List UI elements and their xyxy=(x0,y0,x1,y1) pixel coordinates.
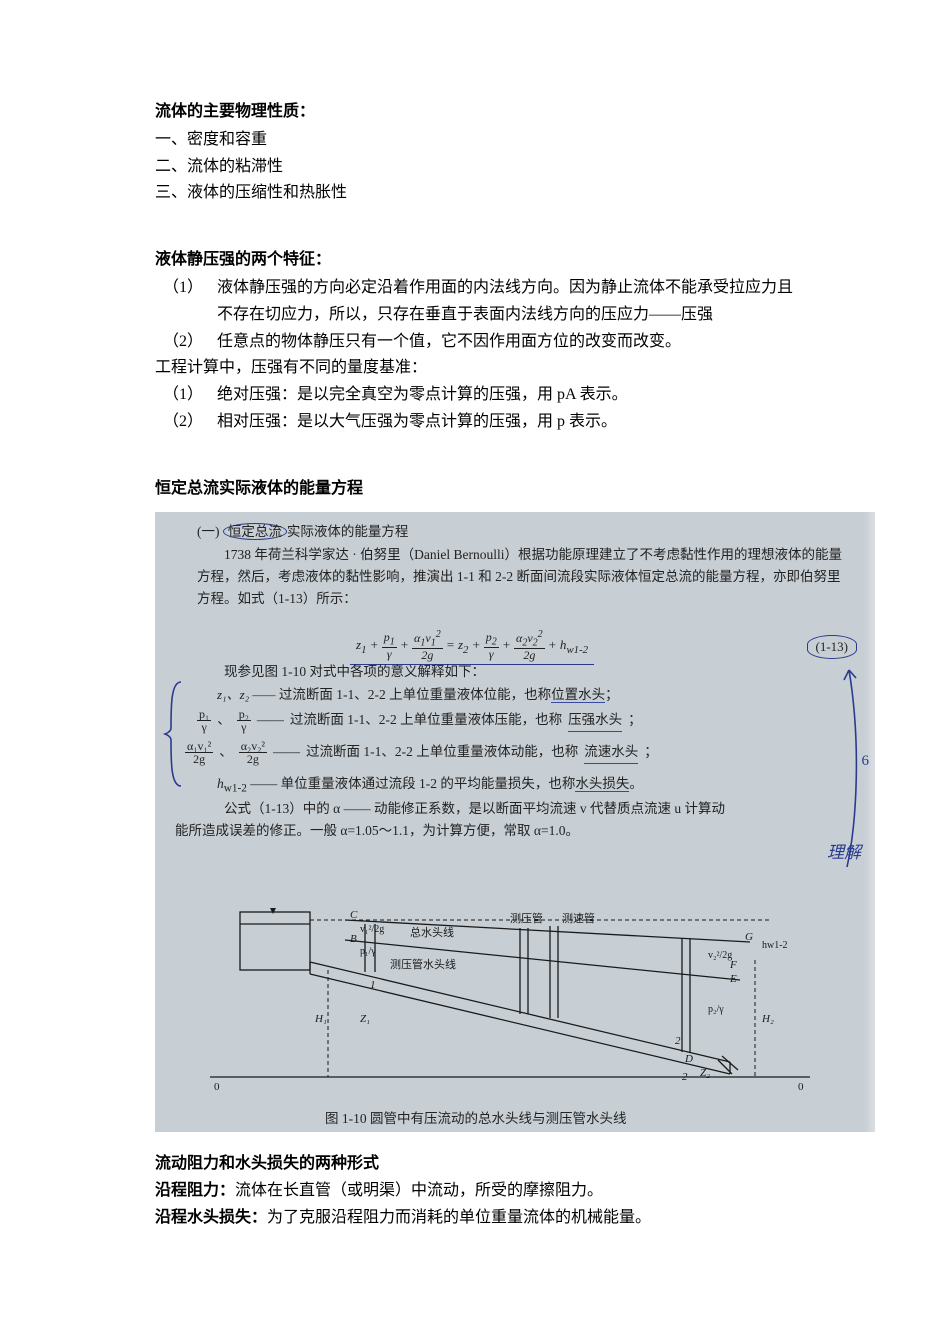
section2-title: 液体静压强的两个特征： xyxy=(155,248,795,273)
term1-desc: 过流断面 1-1、2-2 上单位重量液体位能，也称 xyxy=(279,687,551,702)
term2-key: 压强水头 xyxy=(568,710,622,732)
left-brace-annotation xyxy=(163,680,185,788)
term4-desc: 单位重量液体通过流段 1-2 的平均能量损失，也称 xyxy=(281,776,576,791)
interp-lead: 现参见图 1-10 对式中各项的意义解释如下： xyxy=(197,662,485,683)
num-body: 液体静压强的方向必定沿着作用面的内法线方向。因为静止流体不能承受拉应力且 xyxy=(217,276,795,301)
num-label: （2） xyxy=(155,330,217,355)
num-label: （2） xyxy=(155,410,217,435)
term-row-4: hw1-2 —— 单位重量液体通过流段 1-2 的平均能量损失，也称水头损失。 xyxy=(217,774,643,798)
svg-text:测压管水头线: 测压管水头线 xyxy=(390,957,456,971)
term2-frac1: p₁γ xyxy=(197,708,211,734)
heading-circled: 恒定总流 xyxy=(223,523,287,540)
term3-desc: 过流断面 1-1、2-2 上单位重量液体动能，也称 xyxy=(306,742,578,763)
figure-svg: 0 0 xyxy=(210,902,810,1102)
svg-text:G: G xyxy=(745,931,753,943)
heading-prefix: (一) xyxy=(197,524,223,539)
lbl-zero-right: 0 xyxy=(798,1081,804,1093)
equation-1-13: z1 + p1γ + α1v122g = z2 + p2γ + α2v222g … xyxy=(350,628,594,665)
photo-para1: 1738 年荷兰科学家达 · 伯努里（Daniel Bernoulli）根据功能… xyxy=(197,544,847,611)
section2-subtitle: 工程计算中，压强有不同的量度基准： xyxy=(155,356,795,381)
num-label: （1） xyxy=(155,276,217,301)
term2-frac2: p₂γ xyxy=(237,708,251,734)
figure-caption: 图 1-10 圆管中有压流动的总水头线与测压管水头线 xyxy=(325,1109,627,1130)
svg-text:C: C xyxy=(350,909,358,921)
section1-item-1: 一、密度和容重 xyxy=(155,128,795,153)
figure-1-10: 0 0 xyxy=(210,902,810,1102)
svg-text:D: D xyxy=(684,1053,693,1065)
svg-text:H₂: H₂ xyxy=(761,1013,774,1025)
section2-item-1-cont: 不存在切应力，所以，只存在垂直于表面内法线方向的压应力——压强 xyxy=(155,303,795,328)
num-body: 相对压强：是以大气压强为零点计算的压强，用 p 表示。 xyxy=(217,410,795,435)
term3-frac2: α₂v₂²2g xyxy=(239,740,267,766)
term-row-1: z₁、z₂ —— 过流断面 1-1、2-2 上单位重量液体位能，也称位置水头； xyxy=(217,685,619,706)
svg-text:测压管: 测压管 xyxy=(510,911,543,925)
section2-item-2: （2） 任意点的物体静压只有一个值，它不因作用面方位的改变而改变。 xyxy=(155,330,795,355)
svg-text:v₁²/2g: v₁²/2g xyxy=(360,924,384,935)
heading-rest: 实际液体的能量方程 xyxy=(287,524,409,539)
term2-desc: 过流断面 1-1、2-2 上单位重量液体压能，也称 xyxy=(290,710,562,731)
svg-text:总水头线: 总水头线 xyxy=(410,925,454,939)
svg-text:B: B xyxy=(350,933,357,945)
svg-text:p₂/γ: p₂/γ xyxy=(708,1004,724,1015)
alpha-line1: 公式（1-13）中的 α —— 动能修正系数，是以断面平均流速 v 代替质点流速… xyxy=(197,798,837,820)
term-row-2: p₁γ、 p₂γ —— 过流断面 1-1、2-2 上单位重量液体压能，也称压强水… xyxy=(197,708,642,734)
svg-text:2: 2 xyxy=(682,1071,688,1083)
svg-text:v₂²/2g: v₂²/2g xyxy=(708,950,732,961)
term4-key: 水头损失 xyxy=(575,776,629,792)
handwritten-note: 理解 xyxy=(827,840,861,866)
num-label: （1） xyxy=(155,383,217,408)
svg-text:hw1-2: hw1-2 xyxy=(762,940,788,951)
term1-tail: ； xyxy=(605,687,619,702)
section2-item-1: （1） 液体静压强的方向必定沿着作用面的内法线方向。因为静止流体不能承受拉应力且 xyxy=(155,276,795,301)
handwritten-note-2: 6 xyxy=(862,750,870,773)
section2-sub-2: （2） 相对压强：是以大气压强为零点计算的压强，用 p 表示。 xyxy=(155,410,795,435)
svg-text:Z₂: Z₂ xyxy=(700,1067,710,1079)
svg-text:2: 2 xyxy=(675,1035,681,1047)
term-row-3: α₁v₁²2g、 α₂v₂²2g —— 过流断面 1-1、2-2 上单位重量液体… xyxy=(185,740,658,766)
section1-item-3: 三、液体的压缩性和热胀性 xyxy=(155,181,795,206)
photo-heading: (一) 恒定总流实际液体的能量方程 xyxy=(197,522,408,543)
term1-key: 位置水头 xyxy=(551,687,605,703)
term2-tail: ； xyxy=(628,710,642,731)
num-body: 任意点的物体静压只有一个值，它不因作用面方位的改变而改变。 xyxy=(217,330,795,355)
svg-text:Z₁: Z₁ xyxy=(360,1013,370,1025)
section3-title: 恒定总流实际液体的能量方程 xyxy=(155,477,795,502)
term4-tail: 。 xyxy=(629,776,643,791)
num-body: 绝对压强：是以完全真空为零点计算的压强，用 pA 表示。 xyxy=(217,383,795,408)
section1-item-2: 二、流体的粘滞性 xyxy=(155,155,795,180)
line1-lead: 沿程阻力： xyxy=(155,1182,235,1199)
line1-body: 流体在长直管（或明渠）中流动，所受的摩擦阻力。 xyxy=(235,1182,603,1199)
term3-frac1: α₁v₁²2g xyxy=(185,740,213,766)
section1-title: 流体的主要物理性质： xyxy=(155,100,795,125)
svg-text:E: E xyxy=(729,973,737,985)
section4-line-2: 沿程水头损失：为了克服沿程阻力而消耗的单位重量流体的机械能量。 xyxy=(155,1206,795,1231)
line2-body: 为了克服沿程阻力而消耗的单位重量流体的机械能量。 xyxy=(267,1209,651,1226)
svg-text:H₁: H₁ xyxy=(314,1013,327,1025)
textbook-photo-region: (一) 恒定总流实际液体的能量方程 1738 年荷兰科学家达 · 伯努里（Dan… xyxy=(155,512,875,1132)
svg-text:p₁/γ: p₁/γ xyxy=(360,946,376,957)
svg-text:测速管: 测速管 xyxy=(562,911,595,925)
svg-text:1: 1 xyxy=(370,979,376,991)
lbl-zero-left: 0 xyxy=(214,1081,220,1093)
section4-line-1: 沿程阻力：流体在长直管（或明渠）中流动，所受的摩擦阻力。 xyxy=(155,1179,795,1204)
term3-key: 流速水头 xyxy=(584,742,638,764)
term1-sym: z₁、z₂ —— xyxy=(217,687,276,702)
line2-lead: 沿程水头损失： xyxy=(155,1209,267,1226)
section2-sub-1: （1） 绝对压强：是以完全真空为零点计算的压强，用 pA 表示。 xyxy=(155,383,795,408)
alpha-line2: 能所造成误差的修正。一般 α=1.05～1.1，为计算方便，常取 α=1.0。 xyxy=(175,820,835,842)
term3-tail: ； xyxy=(644,742,658,763)
equation-tag: (1-13) xyxy=(807,635,858,659)
section4-title: 流动阻力和水头损失的两种形式 xyxy=(155,1152,795,1177)
